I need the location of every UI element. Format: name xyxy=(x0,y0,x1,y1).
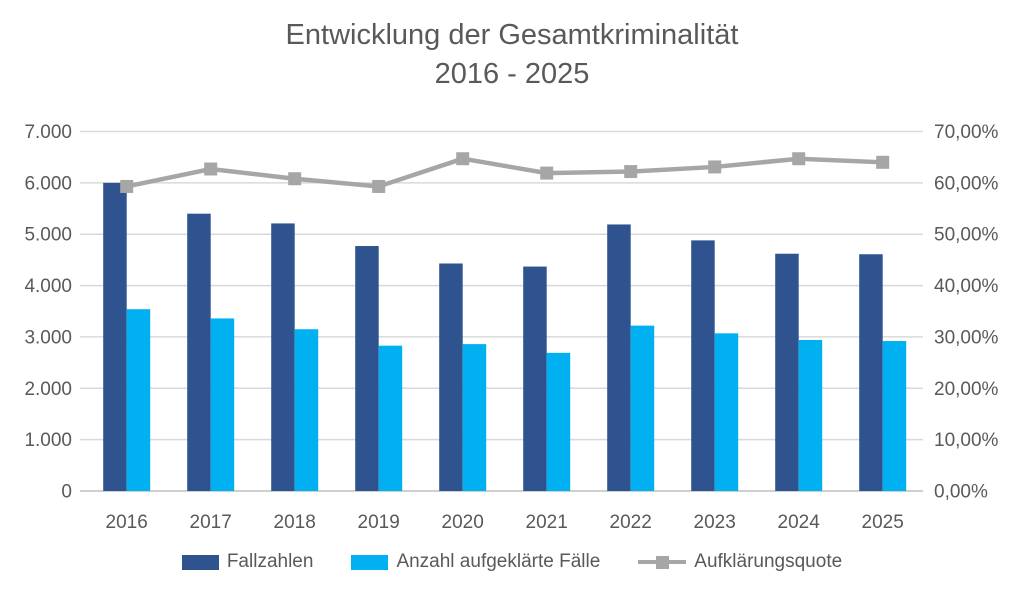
bar-fallzahlen xyxy=(439,263,463,491)
x-tick-label: 2016 xyxy=(106,512,148,533)
chart-title: Entwicklung der Gesamtkriminalität 2016 … xyxy=(0,16,1024,94)
bar-fallzahlen xyxy=(607,224,631,491)
quote-marker xyxy=(540,166,554,180)
legend-item-fallzahlen: Fallzahlen xyxy=(181,551,314,573)
bar-fallzahlen xyxy=(355,246,379,491)
bar-fallzahlen xyxy=(187,213,211,491)
y-right-tick-label: 40,00% xyxy=(934,276,999,297)
bar-aufgeklaerte-faelle xyxy=(294,329,319,491)
y-left-tick-label: 5.000 xyxy=(24,225,72,246)
aufklaerungsquote-line-icon xyxy=(638,555,687,569)
bar-aufgeklaerte-faelle xyxy=(630,325,655,491)
y-left-tick-label: 1.000 xyxy=(24,430,72,451)
quote-marker xyxy=(792,152,806,166)
y-left-tick-label: 3.000 xyxy=(24,327,72,348)
legend-label-aufklaerungsquote: Aufklärungsquote xyxy=(694,551,843,572)
bar-aufgeklaerte-faelle xyxy=(378,345,403,491)
bar-aufgeklaerte-faelle xyxy=(546,352,571,491)
x-tick-label: 2019 xyxy=(358,512,400,533)
x-tick-label: 2023 xyxy=(694,512,736,533)
quote-marker xyxy=(120,179,134,193)
y-right-tick-label: 60,00% xyxy=(934,173,999,194)
legend-item-aufklaerungsquote: Aufklärungsquote xyxy=(638,551,842,573)
y-left-tick-label: 6.000 xyxy=(24,173,72,194)
x-tick-label: 2022 xyxy=(610,512,652,533)
bar-aufgeklaerte-faelle xyxy=(882,341,907,491)
y-right-tick-label: 70,00% xyxy=(934,122,999,143)
y-right-tick-label: 20,00% xyxy=(934,379,999,400)
quote-marker xyxy=(456,152,470,166)
y-left-tick-label: 7.000 xyxy=(24,122,72,143)
bar-fallzahlen xyxy=(523,266,547,491)
y-left-tick-label: 2.000 xyxy=(24,379,72,400)
chart-title-line2: 2016 - 2025 xyxy=(434,58,590,90)
chart-title-line1: Entwicklung der Gesamtkriminalität xyxy=(285,19,739,51)
bar-fallzahlen xyxy=(859,254,883,491)
y-right-tick-label: 50,00% xyxy=(934,225,999,246)
y-right-tick-label: 0,00% xyxy=(934,482,988,503)
bar-aufgeklaerte-faelle xyxy=(798,340,823,491)
legend: Fallzahlen Anzahl aufgeklärte Fälle Aufk… xyxy=(0,551,1024,573)
legend-label-fallzahlen: Fallzahlen xyxy=(226,551,314,572)
bar-aufgeklaerte-faelle xyxy=(462,344,487,491)
fallzahlen-swatch-icon xyxy=(181,554,219,570)
bar-fallzahlen xyxy=(691,240,715,491)
x-tick-label: 2018 xyxy=(274,512,316,533)
quote-marker xyxy=(204,162,218,176)
quote-marker xyxy=(876,155,890,169)
bar-fallzahlen xyxy=(271,223,295,491)
quote-marker xyxy=(288,172,302,186)
y-right-tick-label: 30,00% xyxy=(934,327,999,348)
y-right-tick-label: 10,00% xyxy=(934,430,999,451)
legend-square-marker xyxy=(655,555,669,569)
bar-fallzahlen xyxy=(775,253,799,491)
bar-fallzahlen xyxy=(103,182,127,491)
y-left-tick-label: 0 xyxy=(61,482,72,503)
bar-aufgeklaerte-faelle xyxy=(126,309,151,491)
y-left-tick-label: 4.000 xyxy=(24,276,72,297)
quote-line xyxy=(126,156,883,189)
quote-marker xyxy=(708,160,722,174)
bar-aufgeklaerte-faelle xyxy=(210,318,235,491)
x-tick-label: 2025 xyxy=(862,512,904,533)
x-tick-label: 2020 xyxy=(442,512,484,533)
quote-marker xyxy=(372,179,386,193)
bar-aufgeklaerte-faelle xyxy=(714,333,739,491)
x-tick-label: 2021 xyxy=(526,512,568,533)
aufgeklaerte-faelle-swatch-icon xyxy=(351,554,389,570)
quote-marker xyxy=(624,165,638,179)
legend-label-aufgeklaerte-faelle: Anzahl aufgeklärte Fälle xyxy=(396,551,601,572)
legend-item-aufgeklaerte-faelle: Anzahl aufgeklärte Fälle xyxy=(351,551,600,573)
x-tick-label: 2024 xyxy=(778,512,821,533)
x-tick-label: 2017 xyxy=(190,512,232,533)
